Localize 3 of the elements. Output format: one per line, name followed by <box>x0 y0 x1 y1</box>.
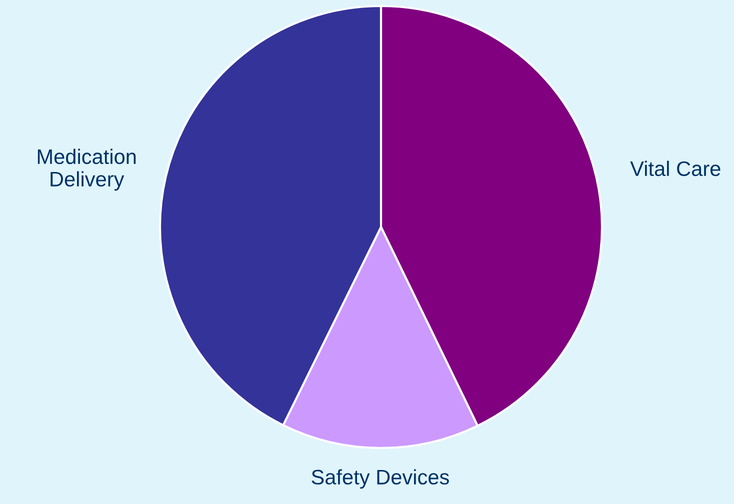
slice-label: Vital Care <box>630 160 720 176</box>
slice-label: Safety Devices <box>312 469 449 489</box>
slice-label: Medication Delivery <box>38 148 136 191</box>
